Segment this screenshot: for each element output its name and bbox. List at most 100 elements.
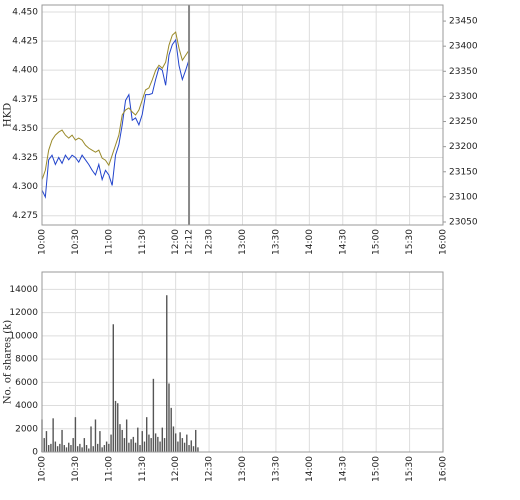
volume-bar: [59, 443, 61, 452]
volume-bar: [74, 417, 77, 452]
volume-bar: [157, 436, 159, 452]
volume-bar: [123, 438, 126, 452]
volume-bar: [134, 442, 137, 452]
volume-bar: [190, 440, 192, 452]
volume-bar: [110, 434, 112, 452]
x-tick-label: 12:12: [185, 229, 195, 255]
y2-tick-label: 23100: [449, 192, 478, 202]
x-tick-label: 14:30: [338, 229, 348, 255]
x-tick-label: 12:00: [171, 229, 181, 255]
volume-bar: [61, 429, 63, 452]
y-axis-label: HKD: [3, 103, 14, 127]
y-tick-label: 0: [32, 448, 38, 458]
y-tick-label: 8000: [15, 355, 38, 365]
x-tick-label: 12:30: [205, 456, 215, 482]
volume-bar: [47, 445, 50, 452]
y2-tick-label: 23400: [449, 42, 478, 52]
volume-bar: [105, 441, 108, 452]
y-tick-label: 4.375: [12, 95, 38, 105]
volume-bar: [195, 429, 197, 452]
volume-bar: [99, 431, 101, 452]
y-tick-label: 4.300: [12, 182, 38, 192]
price-line: [41, 38, 190, 199]
volume-bar: [132, 436, 135, 452]
y2-tick-label: 23450: [449, 17, 478, 27]
x-tick-label: 13:00: [238, 456, 248, 482]
volume-bar: [76, 446, 79, 452]
volume-bar: [70, 445, 72, 452]
x-tick-label: 15:00: [372, 229, 382, 255]
volume-bar: [56, 446, 59, 452]
x-tick-label: 11:30: [138, 456, 148, 482]
x-tick-label: 16:00: [439, 456, 449, 482]
volume-bar: [92, 446, 94, 452]
volume-bar: [117, 403, 119, 452]
volume-bar: [166, 295, 168, 452]
volume-bar: [163, 438, 166, 452]
plot-frame: [41, 4, 444, 226]
volume-bar: [45, 431, 48, 452]
volume-bar: [177, 441, 179, 452]
x-tick-label: 14:00: [305, 229, 315, 255]
x-tick-label: 16:00: [439, 229, 449, 255]
x-tick-label: 15:30: [405, 456, 415, 482]
y-tick-label: 4.450: [12, 7, 38, 17]
volume-bar: [188, 445, 190, 452]
x-tick-label: 11:00: [104, 229, 114, 255]
volume-bar: [168, 383, 170, 452]
volume-bar: [94, 419, 97, 452]
y-tick-label: 4.325: [12, 153, 38, 163]
y2-tick-label: 23200: [449, 142, 478, 152]
volume-bar: [186, 434, 188, 452]
x-tick-label: 15:30: [405, 229, 415, 255]
price-line: [41, 31, 190, 180]
volume-bar: [81, 447, 83, 452]
x-tick-label: 11:30: [138, 229, 148, 255]
plot-frame: [41, 271, 444, 453]
y-tick-label: 4.275: [12, 211, 38, 221]
x-tick-label: 12:00: [171, 456, 181, 482]
y-tick-label: 4.425: [12, 37, 38, 47]
y2-tick-label: 23350: [449, 67, 478, 77]
volume-bar: [96, 443, 99, 452]
volume-bar: [72, 438, 74, 452]
volume-bar: [172, 426, 175, 452]
volume-bar: [192, 446, 195, 452]
volume-bar: [139, 445, 141, 452]
volume-bar: [141, 431, 143, 452]
volume-bar: [50, 443, 52, 452]
y-tick-label: 4000: [15, 401, 38, 411]
volume-bar: [143, 441, 146, 452]
volume-bar: [121, 429, 123, 452]
volume-bar: [85, 445, 88, 452]
x-tick-label: 15:00: [372, 456, 382, 482]
volume-bar: [88, 448, 90, 452]
x-tick-label: 13:30: [271, 229, 281, 255]
volume-bar: [65, 447, 68, 452]
volume-bar: [114, 400, 117, 452]
x-tick-label: 13:00: [238, 229, 248, 255]
volume-bar: [54, 441, 57, 452]
volume-bar: [128, 442, 130, 452]
volume-bar: [112, 324, 114, 452]
volume-bar: [43, 438, 45, 452]
volume-bar: [197, 447, 199, 452]
y-tick-label: 10000: [9, 331, 38, 341]
volume-bar: [137, 427, 139, 452]
volume-bar: [90, 426, 92, 452]
y-tick-label: 14000: [9, 285, 38, 295]
volume-bar: [159, 441, 161, 452]
volume-bar: [170, 407, 172, 452]
y-tick-label: 6000: [15, 378, 38, 388]
x-tick-label: 10:30: [71, 456, 81, 482]
y-axis-label: No. of shares (k): [3, 320, 14, 404]
volume-bar: [108, 443, 110, 452]
y2-tick-label: 23150: [449, 167, 478, 177]
x-tick-label: 10:00: [38, 229, 48, 255]
x-tick-label: 10:00: [38, 456, 48, 482]
volume-bar: [152, 378, 155, 452]
volume-bar: [183, 442, 186, 452]
volume-bar: [83, 438, 86, 452]
volume-bar: [181, 438, 184, 452]
